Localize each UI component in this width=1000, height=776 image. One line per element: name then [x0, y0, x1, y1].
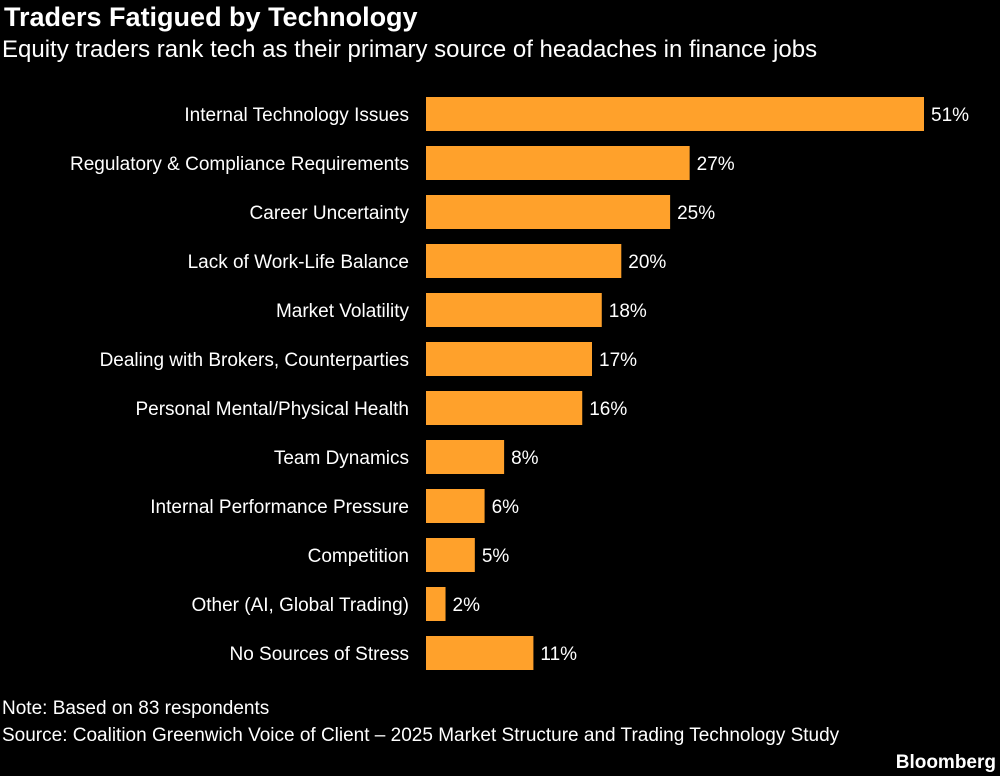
value-label: 16%: [589, 399, 627, 420]
bar: [426, 244, 622, 278]
category-label: Internal Technology Issues: [184, 105, 409, 126]
value-label: 18%: [609, 301, 647, 322]
category-label: Team Dynamics: [274, 448, 409, 469]
bar-chart: Internal Technology Issues 51% Regulatory …: [70, 97, 969, 670]
value-label: 20%: [628, 252, 666, 273]
value-label: 2%: [453, 595, 481, 616]
category-label: Internal Performance Pressure: [150, 497, 409, 518]
bar: [426, 636, 534, 670]
bar: [426, 587, 446, 621]
category-label: Dealing with Brokers, Counterparties: [100, 350, 409, 371]
category-label: Lack of Work-Life Balance: [188, 252, 409, 273]
value-label: 51%: [931, 105, 969, 126]
value-label: 8%: [511, 448, 539, 469]
chart-note: Note: Based on 83 respondents: [2, 698, 270, 719]
bar: [426, 538, 475, 572]
chart-subtitle: Equity traders rank tech as their primar…: [2, 36, 818, 63]
category-label: Other (AI, Global Trading): [191, 595, 409, 616]
value-label: 17%: [599, 350, 637, 371]
category-label: Regulatory & Compliance Requirements: [70, 154, 409, 175]
value-label: 25%: [677, 203, 715, 224]
bar: [426, 489, 485, 523]
value-label: 11%: [540, 644, 577, 665]
bloomberg-logo: Bloomberg: [895, 752, 996, 773]
value-label: 6%: [492, 497, 520, 518]
bar: [426, 97, 924, 131]
category-label: Competition: [308, 546, 409, 567]
bar: [426, 293, 602, 327]
bar: [426, 195, 671, 229]
bar: [426, 146, 690, 180]
chart-source: Source: Coalition Greenwich Voice of Cli…: [2, 725, 840, 746]
bar: [426, 391, 583, 425]
value-label: 27%: [697, 154, 735, 175]
category-label: No Sources of Stress: [229, 644, 409, 665]
bar: [426, 342, 592, 376]
category-label: Market Volatility: [276, 301, 410, 322]
chart-title: Traders Fatigued by Technology: [4, 2, 418, 32]
category-label: Career Uncertainty: [250, 203, 410, 224]
category-label: Personal Mental/Physical Health: [135, 399, 409, 420]
bar: [426, 440, 505, 474]
value-label: 5%: [482, 546, 510, 567]
